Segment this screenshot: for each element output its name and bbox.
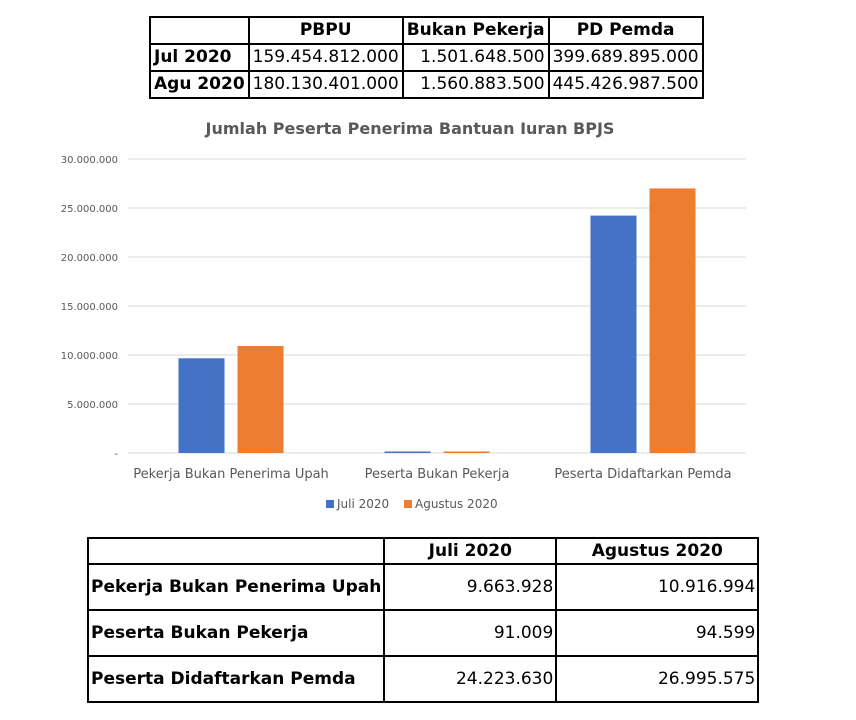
bottom-table-cell: 91.009 (383, 609, 558, 657)
top-table-cell: 399.689.895.000 (547, 43, 704, 72)
chart-legend: Juli 2020 Agustus 2020 (326, 497, 498, 511)
bottom-table: Juli 2020 Agustus 2020 Pekerja Bukan Pen… (86, 537, 760, 703)
bar-chart: Jumlah Peserta Penerima Bantuan Iuran BP… (61, 119, 746, 511)
top-table-header-pd-pemda: PD Pemda (547, 16, 704, 45)
chart-x-axis: Pekerja Bukan Penerima Upah Peserta Bukan… (133, 467, 731, 482)
y-tick-label: - (114, 449, 118, 460)
top-table-row-label: Jul 2020 (149, 43, 250, 72)
top-table-row-label: Agu 2020 (149, 70, 250, 99)
bar-agustus (443, 451, 490, 453)
x-category-label: Pekerja Bukan Penerima Upah (133, 467, 329, 482)
y-tick-label: 30.000.000 (61, 155, 118, 166)
top-table-row: Agu 2020 180.130.401.000 1.560.883.500 4… (149, 70, 704, 99)
top-table-cell: 180.130.401.000 (247, 70, 404, 99)
bottom-table-row: Peserta Didaftarkan Pemda 24.223.630 26.… (86, 655, 760, 703)
bottom-table-corner-cell (86, 537, 386, 565)
top-table-header-bukan-pekerja: Bukan Pekerja (401, 16, 550, 45)
bottom-table-cell: 10.916.994 (555, 563, 760, 611)
bottom-table-cell: 26.995.575 (555, 655, 760, 703)
bottom-table-header-juli: Juli 2020 (383, 537, 558, 565)
top-table-cell: 445.426.987.500 (547, 70, 704, 99)
bar-juli (384, 451, 431, 453)
chart-title: Jumlah Peserta Penerima Bantuan Iuran BP… (205, 119, 615, 138)
chart-y-axis: - 5.000.000 10.000.000 15.000.000 20.000.000… (61, 155, 119, 460)
bottom-table-header-agustus: Agustus 2020 (555, 537, 760, 565)
bottom-table-cell: 24.223.630 (383, 655, 558, 703)
y-tick-label: 20.000.000 (61, 253, 118, 264)
y-tick-label: 10.000.000 (61, 351, 118, 362)
top-table-cell: 1.560.883.500 (401, 70, 550, 99)
bottom-table-cell: 94.599 (555, 609, 760, 657)
top-table-row: Jul 2020 159.454.812.000 1.501.648.500 3… (149, 43, 704, 72)
x-category-label: Peserta Didaftarkan Pemda (554, 467, 731, 482)
y-tick-label: 15.000.000 (61, 302, 118, 313)
top-table-cell: 159.454.812.000 (247, 43, 404, 72)
bar-agustus (237, 346, 284, 453)
top-table-header-row: PBPU Bukan Pekerja PD Pemda (149, 16, 704, 45)
y-tick-label: 25.000.000 (61, 204, 118, 215)
bottom-table-row-label: Pekerja Bukan Penerima Upah (86, 563, 386, 611)
legend-label: Agustus 2020 (415, 497, 498, 511)
bottom-table-row-label: Peserta Bukan Pekerja (86, 609, 386, 657)
bottom-table-row-label: Peserta Didaftarkan Pemda (86, 655, 386, 703)
bottom-table-header-row: Juli 2020 Agustus 2020 (86, 537, 760, 565)
top-table-corner-cell (149, 16, 250, 45)
legend-swatch (404, 500, 412, 508)
y-tick-label: 5.000.000 (67, 400, 118, 411)
bottom-table-row: Pekerja Bukan Penerima Upah 9.663.928 10… (86, 563, 760, 611)
bar-agustus (649, 188, 696, 453)
legend-swatch (326, 500, 334, 508)
top-table: PBPU Bukan Pekerja PD Pemda Jul 2020 159… (149, 16, 704, 99)
x-category-label: Peserta Bukan Pekerja (365, 467, 510, 482)
bar-juli (178, 358, 225, 453)
top-table-cell: 1.501.648.500 (401, 43, 550, 72)
bar-juli (590, 215, 637, 453)
legend-label: Juli 2020 (336, 497, 389, 511)
bottom-table-cell: 9.663.928 (383, 563, 558, 611)
top-table-header-pbpu: PBPU (247, 16, 404, 45)
bottom-table-row: Peserta Bukan Pekerja 91.009 94.599 (86, 609, 760, 657)
chart-gridlines (128, 158, 746, 454)
chart-bars (178, 188, 696, 453)
